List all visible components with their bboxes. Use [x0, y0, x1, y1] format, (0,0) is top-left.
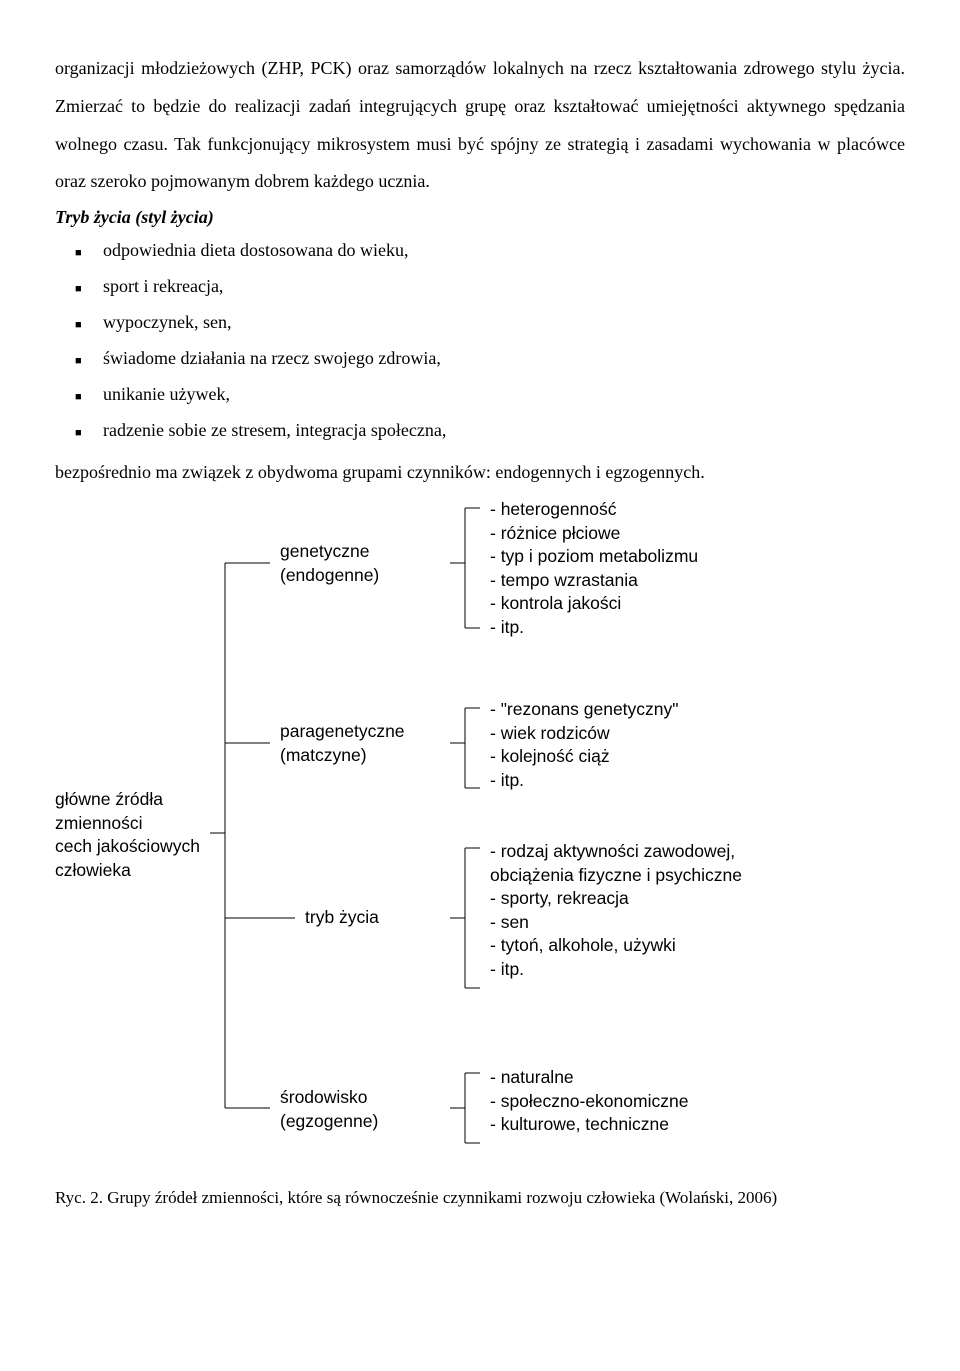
- list-item: świadome działania na rzecz swojego zdro…: [103, 340, 905, 376]
- diagram-branch-items: - naturalne - społeczno-ekonomiczne - ku…: [490, 1066, 688, 1137]
- intro-paragraph: organizacji młodzieżowych (ZHP, PCK) ora…: [55, 50, 905, 201]
- diagram-branch-label: tryb życia: [305, 906, 379, 930]
- list-item: unikanie używek,: [103, 376, 905, 412]
- diagram-branch-items: - heterogenność - różnice płciowe - typ …: [490, 498, 698, 640]
- diagram-root: główne źródła zmienności cech jakościowy…: [55, 788, 215, 883]
- diagram-branch-items: - rodzaj aktywności zawodowej, obciążeni…: [490, 840, 742, 982]
- list-item: wypoczynek, sen,: [103, 304, 905, 340]
- subheading: Tryb życia (styl życia): [55, 207, 905, 228]
- list-item: radzenie sobie ze stresem, integracja sp…: [103, 412, 905, 448]
- tree-diagram: główne źródła zmienności cech jakościowy…: [55, 498, 905, 1178]
- diagram-branch-label: paragenetyczne (matczyne): [280, 720, 405, 767]
- closing-paragraph: bezpośrednio ma związek z obydwoma grupa…: [55, 454, 905, 492]
- list-item: odpowiednia dieta dostosowana do wieku,: [103, 232, 905, 268]
- diagram-branch-label: środowisko (egzogenne): [280, 1086, 378, 1133]
- list-item: sport i rekreacja,: [103, 268, 905, 304]
- diagram-branch-items: - "rezonans genetyczny" - wiek rodziców …: [490, 698, 679, 793]
- bullet-list: odpowiednia dieta dostosowana do wieku, …: [55, 232, 905, 448]
- figure-caption: Ryc. 2. Grupy źródeł zmienności, które s…: [55, 1186, 905, 1210]
- diagram-branch-label: genetyczne (endogenne): [280, 540, 379, 587]
